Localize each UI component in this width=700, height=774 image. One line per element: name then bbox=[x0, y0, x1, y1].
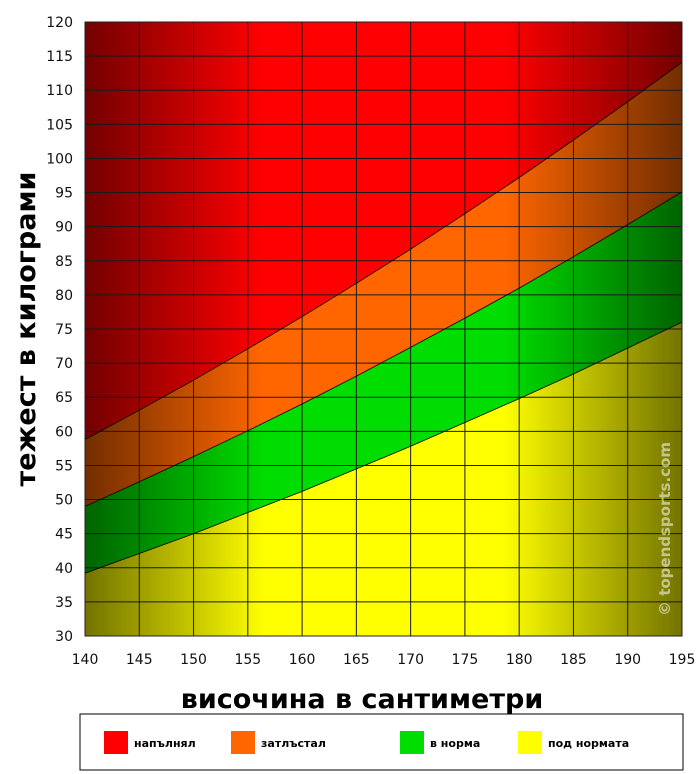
y-tick-label: 115 bbox=[46, 49, 73, 65]
x-tick-label: 170 bbox=[397, 652, 424, 668]
legend-label: под нормата bbox=[548, 737, 629, 750]
y-tick-label: 95 bbox=[55, 186, 73, 202]
y-tick-label: 60 bbox=[55, 424, 73, 440]
y-tick-label: 85 bbox=[55, 254, 73, 270]
x-tick-labels: 140 145 150 155 160 165 170 175 180 185 190 195 bbox=[72, 652, 696, 668]
x-axis-title: височина в сантиметри bbox=[181, 684, 544, 715]
y-tick-label: 30 bbox=[55, 629, 73, 645]
x-tick-label: 155 bbox=[234, 652, 261, 668]
x-tick-label: 165 bbox=[343, 652, 370, 668]
y-tick-label: 65 bbox=[55, 390, 73, 406]
x-tick-label: 190 bbox=[614, 652, 641, 668]
legend-label: в норма bbox=[430, 737, 480, 750]
x-tick-label: 150 bbox=[180, 652, 207, 668]
legend-label: затлъстал bbox=[261, 737, 326, 750]
legend-swatch bbox=[231, 731, 255, 754]
y-tick-label: 40 bbox=[55, 561, 73, 577]
legend-swatch bbox=[518, 731, 542, 754]
y-tick-label: 100 bbox=[46, 151, 73, 167]
x-tick-label: 145 bbox=[126, 652, 153, 668]
y-tick-label: 110 bbox=[46, 83, 73, 99]
y-tick-label: 35 bbox=[55, 595, 73, 611]
y-tick-labels: 30 35 40 45 50 55 60 65 70 75 80 85 90 95 100 105 110 115… bbox=[46, 15, 73, 645]
y-tick-label: 45 bbox=[55, 527, 73, 543]
x-tick-label: 160 bbox=[289, 652, 316, 668]
y-tick-label: 90 bbox=[55, 220, 73, 236]
x-tick-label: 185 bbox=[560, 652, 587, 668]
watermark-text: © topendsports.com bbox=[656, 442, 674, 616]
y-axis-title: тежест в килограми bbox=[11, 172, 42, 487]
y-tick-label: 50 bbox=[55, 493, 73, 509]
y-tick-label: 70 bbox=[55, 356, 73, 372]
y-tick-label: 120 bbox=[46, 15, 73, 31]
y-tick-label: 80 bbox=[55, 288, 73, 304]
legend-swatch bbox=[104, 731, 128, 754]
x-tick-label: 175 bbox=[452, 652, 479, 668]
x-tick-label: 180 bbox=[506, 652, 533, 668]
legend-swatch bbox=[400, 731, 424, 754]
y-tick-label: 75 bbox=[55, 322, 73, 338]
y-tick-label: 55 bbox=[55, 458, 73, 474]
legend-label: напълнял bbox=[134, 737, 196, 750]
x-tick-label: 140 bbox=[72, 652, 99, 668]
y-tick-label: 105 bbox=[46, 117, 73, 133]
x-tick-label: 195 bbox=[669, 652, 696, 668]
